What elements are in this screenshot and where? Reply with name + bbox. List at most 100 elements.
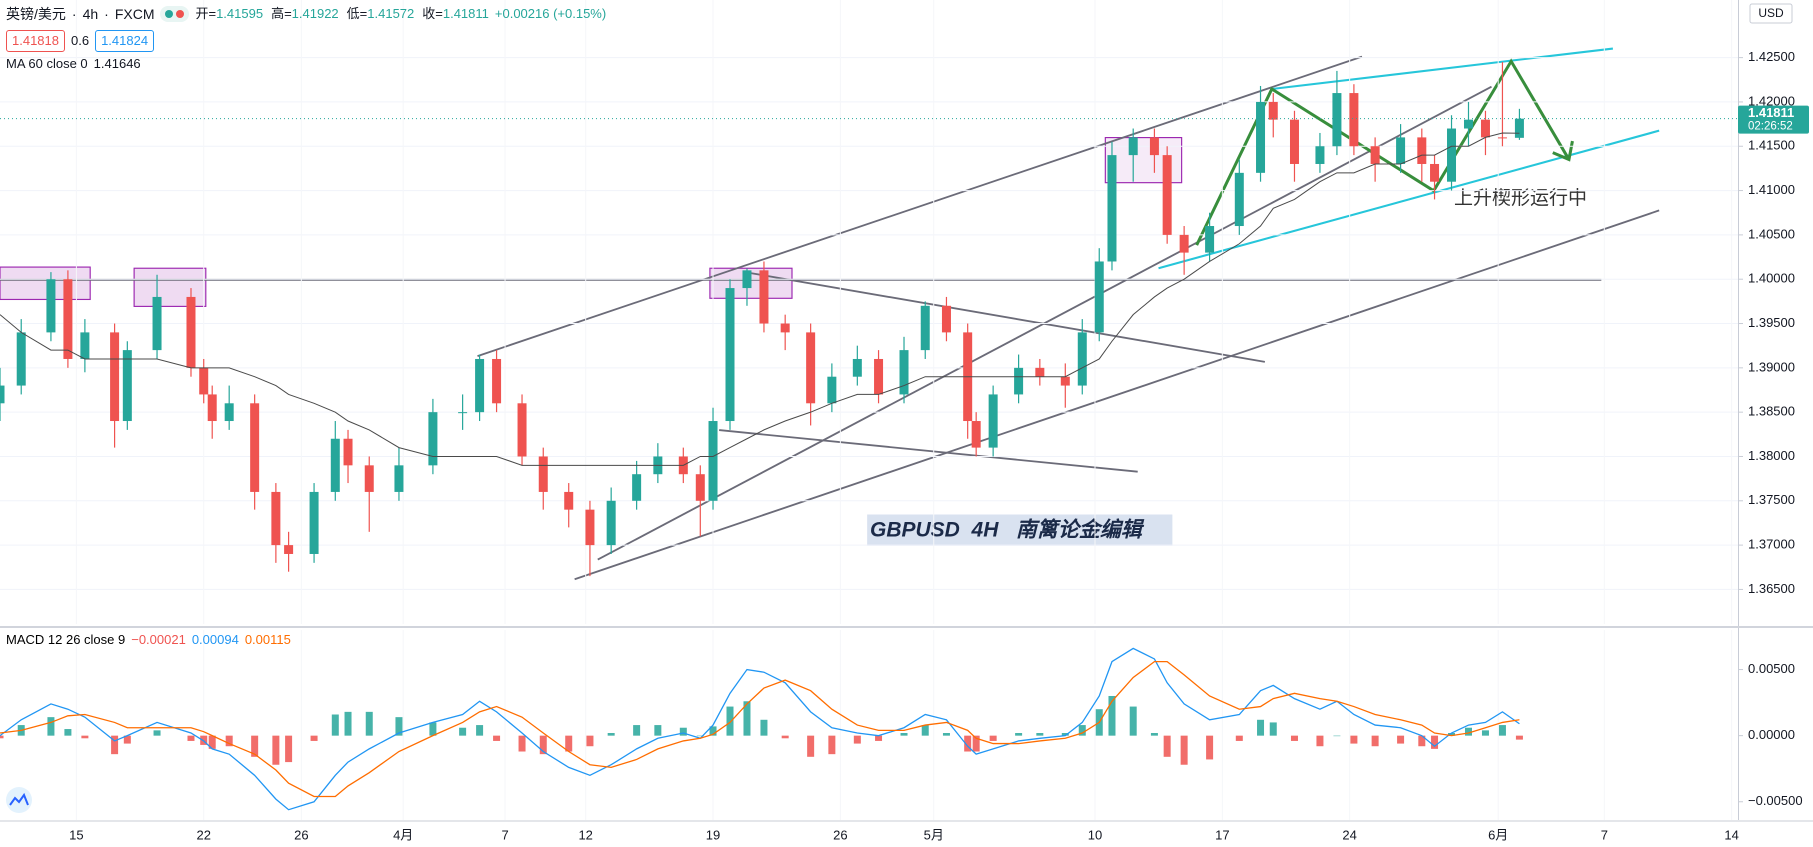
wedge-line — [1271, 47, 1614, 91]
spread: 0.6 — [71, 33, 90, 48]
candle-body — [971, 421, 981, 448]
candle-body — [1463, 119, 1473, 129]
macd-histogram-bar — [0, 735, 4, 739]
ohlc-label: 开= — [195, 6, 217, 21]
macd-histogram-bar — [1316, 735, 1324, 747]
macd-histogram-bar — [64, 729, 72, 736]
candle-body — [742, 270, 752, 289]
y-tick-label: 1.42000 — [1748, 93, 1795, 108]
currency-box — [1749, 3, 1793, 24]
y-tick-label: 1.38000 — [1748, 448, 1795, 463]
candle-body — [1107, 155, 1117, 262]
y-tick-label: 1.37500 — [1748, 492, 1795, 507]
status-badge[interactable] — [160, 6, 190, 22]
macd-histogram-bar — [989, 735, 997, 741]
candle-body — [492, 358, 502, 404]
candle-body — [16, 332, 26, 386]
macd-histogram-bar — [518, 735, 526, 752]
candle-body — [199, 367, 209, 395]
y-tick-label: 0.00500 — [1748, 661, 1795, 676]
macd-histogram-bar — [743, 701, 751, 736]
candle-body — [207, 394, 217, 422]
x-tick-label: 19 — [706, 827, 720, 842]
candle-body — [1014, 367, 1024, 395]
x-tick-label: 26 — [294, 827, 308, 842]
zone-box — [0, 266, 91, 301]
candle-body — [0, 385, 5, 404]
ohlc-item: 收=1.41811 — [422, 4, 489, 24]
macd-histogram-bar — [1036, 733, 1044, 736]
macd-histogram-bar — [807, 735, 815, 757]
last-price-label: 1.41811 — [1748, 105, 1794, 120]
macd-histogram-bar — [726, 706, 734, 736]
macd-histogram-bar — [696, 735, 704, 737]
macd-histogram-bar — [1448, 733, 1456, 736]
macd-histogram-bar — [539, 735, 547, 755]
y-tick-label: 1.40500 — [1748, 226, 1795, 241]
candle-body — [475, 358, 485, 413]
macd-value: 0.00115 — [244, 632, 291, 647]
candle-body — [1480, 119, 1490, 138]
macd-histogram-bar — [1290, 735, 1298, 741]
x-tick-label: 26 — [833, 827, 847, 842]
macd-legend: MACD 12 26 close 9 −0.00021 0.00094 0.0011… — [6, 632, 291, 647]
macd-histogram-bar — [344, 711, 352, 736]
y-tick-label: 1.41000 — [1748, 182, 1795, 197]
macd-histogram-bar — [1180, 735, 1188, 765]
macd-histogram-bar — [1269, 722, 1277, 736]
macd-histogram-bar — [1108, 695, 1116, 736]
trend-line — [749, 271, 1266, 363]
macd-histogram-bar — [1498, 725, 1506, 736]
candle-body — [725, 288, 735, 422]
macd-histogram-bar — [365, 711, 373, 736]
ohlc-value: 1.41922 — [291, 6, 339, 21]
candle-body — [1447, 128, 1457, 182]
wedge-line — [1158, 129, 1660, 270]
candle-body — [1289, 119, 1299, 164]
macd-histogram-bar — [1061, 733, 1069, 736]
candle-body — [1128, 137, 1138, 156]
candle-body — [585, 509, 595, 546]
y-tick-label: 0.00000 — [1748, 727, 1795, 742]
x-tick-label: 7 — [1601, 827, 1608, 842]
macd-histogram-bar — [47, 717, 55, 736]
symbol: 英镑/美元 — [6, 6, 66, 22]
candle-body — [1179, 234, 1189, 253]
macd-histogram-bar — [853, 735, 861, 744]
macd-histogram-bar — [111, 735, 119, 755]
candle-body — [941, 305, 951, 333]
bid[interactable]: 1.41818 — [6, 30, 65, 52]
candle-body — [708, 421, 718, 501]
macd-histogram-bar — [123, 735, 131, 744]
ma-value: 1.41646 — [93, 56, 141, 71]
candle-body — [1162, 155, 1172, 235]
macd-histogram-bar — [476, 725, 484, 736]
change: +0.00216 (+0.15%) — [494, 6, 607, 21]
candle-body — [1315, 146, 1325, 164]
x-tick-label: 4月 — [393, 827, 413, 842]
candle-body — [80, 332, 90, 359]
x-tick-label: 14 — [1724, 827, 1738, 842]
macd-histogram-bar — [709, 726, 717, 736]
candle-body — [920, 305, 930, 351]
candle-body — [122, 350, 132, 422]
macd-histogram-bar — [225, 735, 233, 747]
ohlc-legend: 开=1.41595 高=1.41922 低=1.41572 收=1.41811 — [195, 4, 488, 24]
macd-histogram-bar — [1481, 730, 1489, 736]
macd-histogram-bar — [633, 725, 641, 736]
candle-body — [1332, 93, 1342, 147]
ask[interactable]: 1.41824 — [95, 30, 155, 52]
trend-line — [477, 55, 1363, 357]
candle-body — [1514, 118, 1524, 138]
macd-histogram-bar — [654, 725, 662, 736]
candle-body — [152, 296, 162, 351]
y-tick-label: 1.40000 — [1748, 271, 1795, 286]
macd-histogram-bar — [395, 717, 403, 736]
candle-body — [271, 491, 281, 546]
y-tick-label: −0.00500 — [1748, 793, 1803, 808]
candle-body — [186, 296, 196, 368]
y-tick-label: 1.39500 — [1748, 315, 1795, 330]
candle-body — [1430, 163, 1440, 182]
candle-body — [899, 350, 909, 395]
